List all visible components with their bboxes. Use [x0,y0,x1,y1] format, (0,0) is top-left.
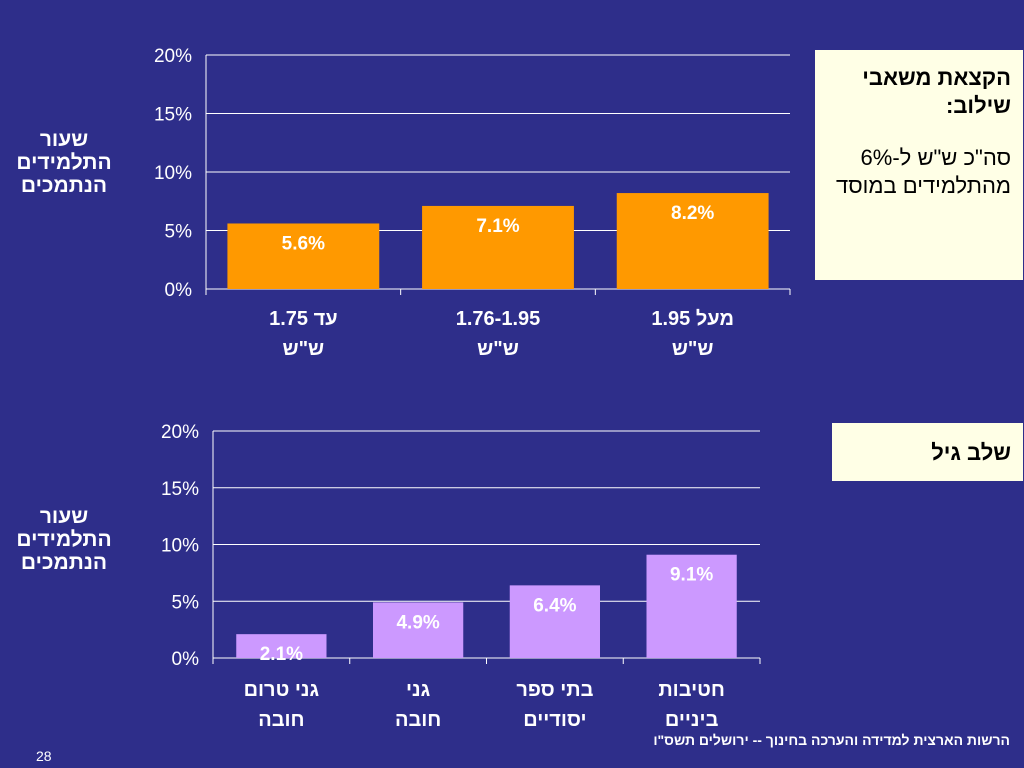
category-label: 1.76-1.95 [456,308,541,330]
bar [372,602,464,658]
data-label: 7.1% [476,216,519,237]
bar [646,554,737,658]
chart-age: 0% 5% 10% 15% 20% 2.1% גני טרום חובה 4.9% גני חובה… [161,422,761,731]
bar [422,205,574,289]
data-label: 8.2% [671,203,714,224]
bar [227,223,380,289]
age-stage-box: שלב גיל [832,423,1023,481]
allocation-heading: הקצאת משאבי שילוב: [862,65,1011,118]
chart-income-ylabel: שעור התלמידים הנתמכים [16,128,112,197]
y-tick-label: 0% [172,649,200,670]
y-tick-label: 20% [161,422,199,443]
category-label: מעל 1.95 [651,308,734,330]
chart-income: 0% 5% 10% 15% 20% 5.6% עד 1.75 ש"ש 7.1% 1.76-1.95… [154,46,791,360]
footer-credit: הרשות הארצית למדידה והערכה בחינוך -- ירו… [653,732,1010,748]
category-label: עד 1.75 [269,308,338,330]
data-label: 6.4% [533,595,576,616]
category-label: בתי ספר [516,679,593,701]
y-tick-label: 5% [165,222,193,243]
data-label: 4.9% [396,612,439,633]
category-label: ביניים [665,709,719,731]
allocation-body: סה"כ ש"ש ל-6% מהתלמידים במוסד [836,145,1011,198]
data-label: 9.1% [670,565,713,586]
category-label: גני טרום [244,679,320,701]
page-number: 28 [36,748,52,764]
y-tick-label: 10% [154,163,192,184]
y-tick-label: 0% [165,280,193,301]
y-tick-label: 15% [161,479,199,500]
y-tick-label: 10% [161,536,199,557]
category-label: ש"ש [477,338,519,360]
y-tick-label: 15% [154,105,192,126]
category-label: יסודיים [523,709,586,731]
data-label: 5.6% [282,233,325,254]
category-label: חובה [258,709,304,731]
bar [236,634,327,658]
category-label: חובה [395,709,441,731]
bar [509,585,601,658]
bar [616,193,769,289]
category-label: ש"ש [672,338,714,360]
data-label: 2.1% [260,644,303,665]
chart-age-ylabel: שעור התלמידים הנתמכים [16,505,112,574]
y-tick-label: 5% [172,592,200,613]
category-label: חטיבות [658,679,725,701]
category-label: ש"ש [282,338,324,360]
age-stage-heading: שלב גיל [931,440,1011,465]
allocation-info-box: הקצאת משאבי שילוב: סה"כ ש"ש ל-6% מהתלמיד… [815,50,1023,280]
category-label: גני [406,679,431,701]
y-tick-label: 20% [154,46,192,67]
